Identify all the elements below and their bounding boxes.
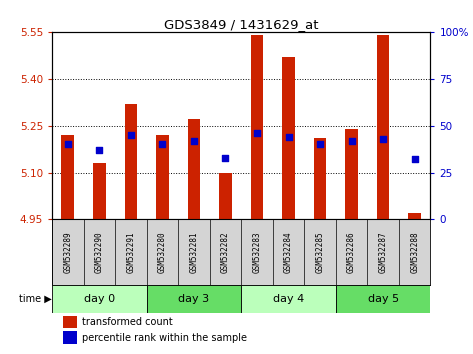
Bar	[345, 129, 358, 219]
Title: GDS3849 / 1431629_at: GDS3849 / 1431629_at	[164, 18, 318, 31]
Text: day 3: day 3	[178, 294, 210, 304]
Bar	[251, 35, 263, 219]
Point	[411, 156, 419, 162]
Point	[316, 142, 324, 147]
Bar	[219, 172, 232, 219]
Bar	[93, 163, 105, 219]
Text: day 5: day 5	[368, 294, 399, 304]
Text: transformed count: transformed count	[81, 317, 172, 327]
Text: GSM532289: GSM532289	[63, 232, 72, 273]
Bar	[63, 331, 77, 344]
Bar	[61, 135, 74, 219]
Point	[158, 142, 166, 147]
Bar	[377, 35, 389, 219]
Bar	[336, 285, 430, 313]
Text: GSM532281: GSM532281	[189, 232, 199, 273]
Bar	[124, 104, 137, 219]
Point	[253, 130, 261, 136]
Bar	[147, 285, 241, 313]
Bar	[314, 138, 326, 219]
Text: GSM532286: GSM532286	[347, 232, 356, 273]
Bar	[188, 119, 200, 219]
Text: percentile rank within the sample: percentile rank within the sample	[81, 333, 246, 343]
Bar	[52, 285, 147, 313]
Text: time ▶: time ▶	[18, 294, 52, 304]
Point	[96, 147, 103, 153]
Text: GSM532280: GSM532280	[158, 232, 167, 273]
Text: day 4: day 4	[273, 294, 304, 304]
Bar	[156, 135, 169, 219]
Text: GSM532283: GSM532283	[253, 232, 262, 273]
Point	[64, 142, 71, 147]
Point	[379, 136, 387, 142]
Text: GSM532285: GSM532285	[315, 232, 324, 273]
Point	[222, 155, 229, 160]
Point	[348, 138, 355, 143]
Bar	[241, 285, 336, 313]
Bar	[408, 213, 421, 219]
Text: GSM532290: GSM532290	[95, 232, 104, 273]
Text: GSM532291: GSM532291	[126, 232, 135, 273]
Text: day 0: day 0	[84, 294, 115, 304]
Point	[285, 134, 292, 140]
Bar	[63, 315, 77, 329]
Text: GSM532288: GSM532288	[410, 232, 419, 273]
Point	[190, 138, 198, 143]
Point	[127, 132, 135, 138]
Text: GSM532282: GSM532282	[221, 232, 230, 273]
Text: GSM532284: GSM532284	[284, 232, 293, 273]
Bar	[282, 57, 295, 219]
Text: GSM532287: GSM532287	[378, 232, 388, 273]
